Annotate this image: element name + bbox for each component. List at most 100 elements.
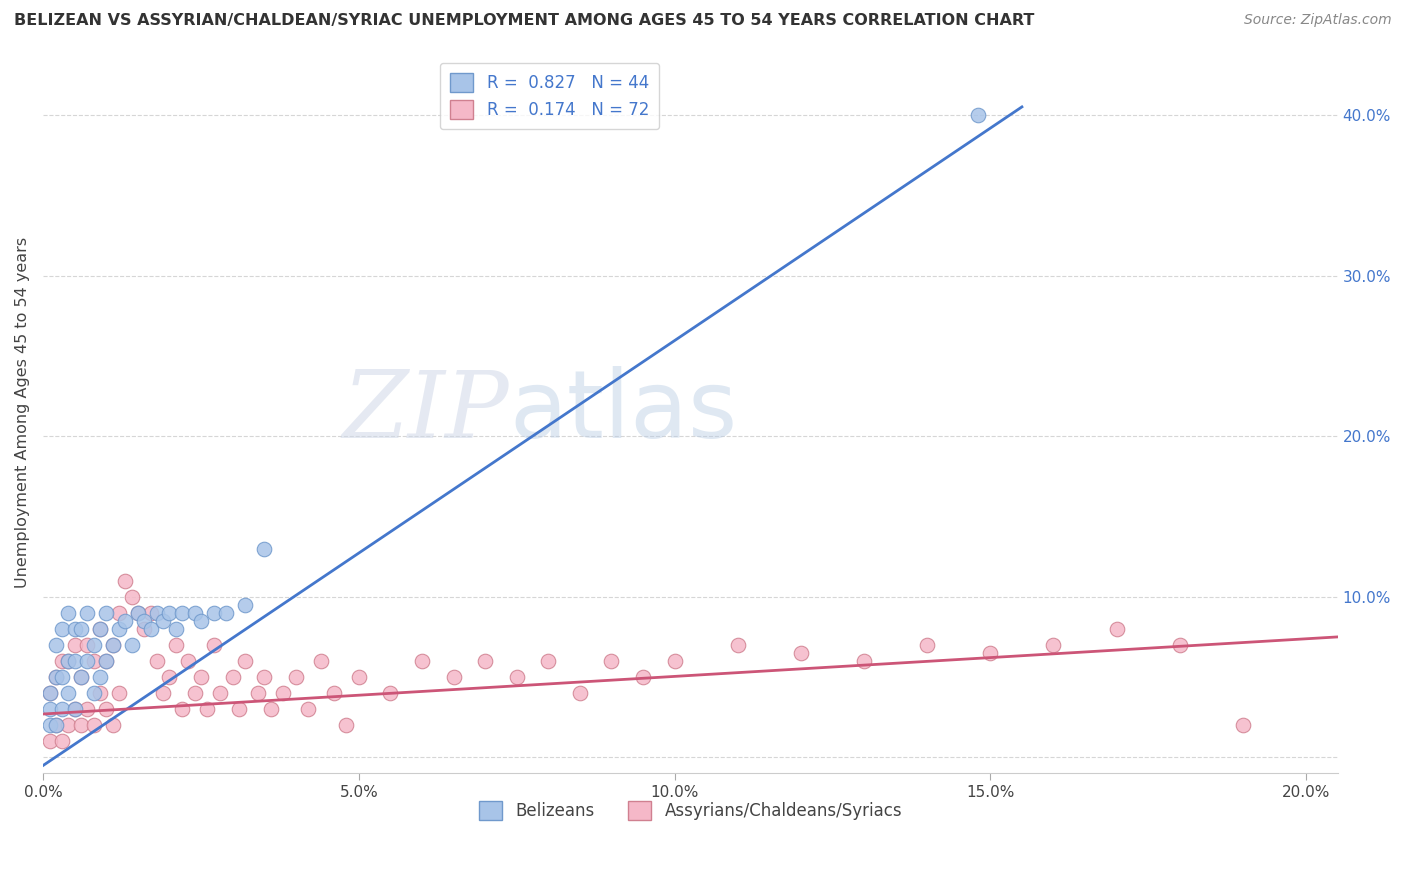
Point bbox=[1105, 622, 1128, 636]
Point bbox=[45, 718, 67, 732]
Point bbox=[58, 606, 80, 620]
Point bbox=[76, 654, 98, 668]
Point bbox=[664, 654, 686, 668]
Point bbox=[568, 686, 591, 700]
Y-axis label: Unemployment Among Ages 45 to 54 years: Unemployment Among Ages 45 to 54 years bbox=[15, 236, 30, 588]
Point bbox=[70, 718, 93, 732]
Point bbox=[108, 606, 131, 620]
Point bbox=[380, 686, 402, 700]
Text: BELIZEAN VS ASSYRIAN/CHALDEAN/SYRIAC UNEMPLOYMENT AMONG AGES 45 TO 54 YEARS CORR: BELIZEAN VS ASSYRIAN/CHALDEAN/SYRIAC UNE… bbox=[14, 13, 1035, 29]
Point bbox=[271, 686, 294, 700]
Point bbox=[177, 654, 200, 668]
Point bbox=[284, 670, 307, 684]
Point bbox=[38, 734, 60, 748]
Point bbox=[101, 638, 124, 652]
Point bbox=[190, 670, 212, 684]
Point bbox=[246, 686, 269, 700]
Point bbox=[63, 702, 86, 716]
Point bbox=[335, 718, 357, 732]
Point bbox=[58, 686, 80, 700]
Point bbox=[89, 622, 111, 636]
Point bbox=[96, 654, 118, 668]
Point bbox=[233, 598, 256, 612]
Point bbox=[600, 654, 623, 668]
Point bbox=[1232, 718, 1254, 732]
Point bbox=[63, 654, 86, 668]
Point bbox=[228, 702, 250, 716]
Point bbox=[195, 702, 218, 716]
Point bbox=[58, 718, 80, 732]
Point bbox=[101, 718, 124, 732]
Point bbox=[259, 702, 281, 716]
Text: Source: ZipAtlas.com: Source: ZipAtlas.com bbox=[1244, 13, 1392, 28]
Point bbox=[727, 638, 749, 652]
Point bbox=[83, 654, 105, 668]
Point bbox=[347, 670, 370, 684]
Point bbox=[83, 718, 105, 732]
Point bbox=[443, 670, 465, 684]
Point bbox=[96, 702, 118, 716]
Point bbox=[184, 686, 207, 700]
Point bbox=[215, 606, 238, 620]
Point bbox=[190, 614, 212, 628]
Point bbox=[790, 646, 813, 660]
Point bbox=[121, 590, 143, 604]
Point bbox=[202, 638, 225, 652]
Point bbox=[853, 654, 876, 668]
Point bbox=[76, 638, 98, 652]
Point bbox=[114, 614, 136, 628]
Point bbox=[221, 670, 243, 684]
Point bbox=[96, 606, 118, 620]
Point bbox=[108, 622, 131, 636]
Point bbox=[253, 541, 276, 556]
Point bbox=[184, 606, 207, 620]
Point bbox=[1168, 638, 1191, 652]
Point bbox=[83, 638, 105, 652]
Point bbox=[76, 606, 98, 620]
Legend: Belizeans, Assyrians/Chaldeans/Syriacs: Belizeans, Assyrians/Chaldeans/Syriacs bbox=[472, 794, 908, 827]
Point bbox=[121, 638, 143, 652]
Point bbox=[58, 654, 80, 668]
Point bbox=[134, 622, 156, 636]
Point bbox=[309, 654, 332, 668]
Point bbox=[63, 702, 86, 716]
Point bbox=[101, 638, 124, 652]
Text: atlas: atlas bbox=[509, 366, 737, 458]
Point bbox=[411, 654, 433, 668]
Point bbox=[297, 702, 319, 716]
Point bbox=[127, 606, 149, 620]
Point bbox=[134, 614, 156, 628]
Point bbox=[474, 654, 496, 668]
Point bbox=[63, 638, 86, 652]
Point bbox=[51, 734, 73, 748]
Point bbox=[114, 574, 136, 588]
Point bbox=[58, 654, 80, 668]
Point bbox=[45, 670, 67, 684]
Point bbox=[45, 718, 67, 732]
Point bbox=[139, 606, 162, 620]
Point bbox=[38, 702, 60, 716]
Point bbox=[152, 614, 174, 628]
Point bbox=[89, 686, 111, 700]
Point bbox=[172, 702, 194, 716]
Point bbox=[631, 670, 654, 684]
Point bbox=[202, 606, 225, 620]
Point bbox=[127, 606, 149, 620]
Point bbox=[165, 622, 187, 636]
Point bbox=[172, 606, 194, 620]
Point bbox=[83, 686, 105, 700]
Point bbox=[966, 108, 988, 122]
Point bbox=[70, 670, 93, 684]
Point bbox=[38, 718, 60, 732]
Point bbox=[979, 646, 1001, 660]
Point bbox=[233, 654, 256, 668]
Point bbox=[152, 686, 174, 700]
Point bbox=[89, 622, 111, 636]
Point bbox=[208, 686, 231, 700]
Point bbox=[915, 638, 938, 652]
Point bbox=[51, 622, 73, 636]
Point bbox=[76, 702, 98, 716]
Point bbox=[38, 686, 60, 700]
Point bbox=[146, 654, 169, 668]
Point bbox=[51, 702, 73, 716]
